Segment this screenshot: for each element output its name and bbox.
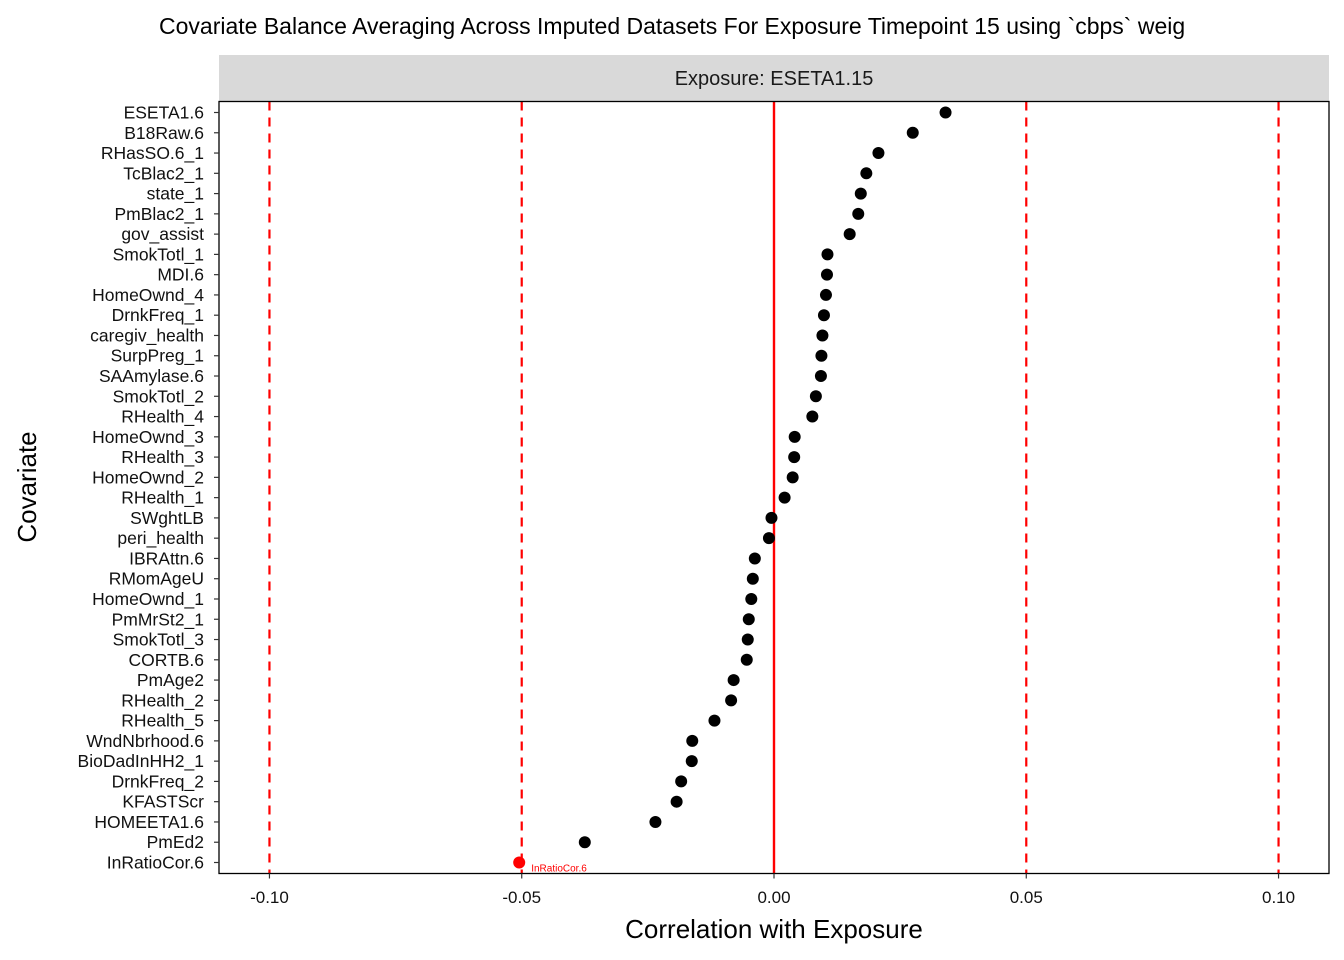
data-point bbox=[745, 592, 758, 605]
y-axis-title: Covariate bbox=[12, 431, 42, 542]
data-point bbox=[820, 268, 833, 281]
x-axis: -0.10 -0.05 0.00 0.05 0.10 bbox=[250, 873, 1295, 907]
y-tick-label: SmokTotl_1 bbox=[113, 244, 204, 265]
x-axis-title: Correlation with Exposure bbox=[625, 914, 923, 944]
data-point bbox=[649, 815, 662, 828]
data-point bbox=[727, 674, 740, 687]
y-tick-label: SAAmylase.6 bbox=[99, 366, 204, 386]
data-points: InRatioCor.6 bbox=[513, 106, 952, 875]
x-tick-label: -0.10 bbox=[250, 888, 289, 907]
data-point bbox=[809, 390, 822, 403]
y-tick-label: SWghtLB bbox=[130, 508, 204, 528]
x-tick-label: 0.10 bbox=[1262, 888, 1295, 907]
y-tick-label: IBRAttn.6 bbox=[129, 548, 204, 568]
reference-lines bbox=[268, 101, 1280, 874]
y-tick-label: SmokTotl_3 bbox=[113, 630, 204, 651]
data-point bbox=[786, 471, 799, 484]
data-point bbox=[725, 694, 738, 707]
data-point bbox=[746, 572, 759, 585]
data-point bbox=[816, 329, 829, 342]
data-point bbox=[819, 288, 832, 301]
y-tick-label: MDI.6 bbox=[157, 265, 204, 285]
data-point bbox=[748, 552, 761, 565]
y-tick-label: PmEd2 bbox=[147, 832, 204, 852]
point-annotation: InRatioCor.6 bbox=[531, 864, 587, 875]
data-point bbox=[686, 734, 699, 747]
data-point bbox=[742, 613, 755, 626]
data-point bbox=[854, 187, 867, 200]
y-tick-label: RMomAgeU bbox=[109, 569, 204, 589]
x-tick-label: -0.05 bbox=[502, 888, 541, 907]
data-point bbox=[765, 511, 778, 524]
data-point bbox=[670, 795, 683, 808]
y-tick-label: KFASTScr bbox=[122, 792, 204, 812]
data-point bbox=[788, 451, 801, 464]
y-tick-label: peri_health bbox=[117, 528, 204, 549]
data-point bbox=[852, 207, 865, 220]
data-point bbox=[778, 491, 791, 504]
y-tick-label: DrnkFreq_1 bbox=[112, 305, 204, 326]
data-point bbox=[939, 106, 952, 119]
facet-label: Exposure: ESETA1.15 bbox=[675, 68, 874, 90]
x-tick-label: 0.00 bbox=[757, 888, 790, 907]
data-point bbox=[817, 309, 830, 322]
data-point bbox=[872, 147, 885, 160]
y-tick-label: HomeOwnd_2 bbox=[92, 467, 204, 488]
data-point bbox=[762, 532, 775, 545]
data-point bbox=[578, 836, 591, 849]
data-point bbox=[806, 410, 819, 423]
y-tick-label: PmAge2 bbox=[137, 670, 204, 690]
y-tick-label: SurpPreg_1 bbox=[111, 346, 204, 367]
y-tick-label: caregiv_health bbox=[90, 325, 204, 346]
y-tick-label: HOMEETA1.6 bbox=[94, 812, 204, 832]
y-tick-label: DrnkFreq_2 bbox=[112, 771, 204, 792]
data-point bbox=[788, 430, 801, 443]
y-tick-label: gov_assist bbox=[121, 224, 204, 245]
y-tick-label: WndNbrhood.6 bbox=[86, 731, 204, 751]
y-tick-label: RHealth_4 bbox=[121, 407, 204, 428]
y-tick-label: SmokTotl_2 bbox=[113, 386, 204, 407]
chart-title: Covariate Balance Averaging Across Imput… bbox=[159, 13, 1185, 39]
data-point bbox=[685, 755, 698, 768]
data-point bbox=[814, 370, 827, 383]
highlighted-point bbox=[513, 856, 526, 869]
y-tick-label: RHealth_2 bbox=[121, 690, 204, 711]
data-point bbox=[843, 228, 856, 241]
data-point bbox=[741, 633, 754, 646]
y-tick-label: RHealth_1 bbox=[121, 488, 204, 509]
y-tick-label: ESETA1.6 bbox=[124, 103, 204, 123]
data-point bbox=[860, 167, 873, 180]
y-tick-label: RHealth_5 bbox=[121, 711, 204, 732]
facet-strip bbox=[219, 55, 1329, 101]
y-tick-label: HomeOwnd_4 bbox=[92, 285, 204, 306]
y-tick-label: CORTB.6 bbox=[128, 650, 204, 670]
y-tick-label: B18Raw.6 bbox=[124, 123, 204, 143]
y-tick-label: HomeOwnd_3 bbox=[92, 427, 204, 448]
y-axis: ESETA1.6B18Raw.6RHasSO.6_1TcBlac2_1state… bbox=[78, 103, 219, 873]
data-point bbox=[815, 349, 828, 362]
y-tick-label: PmBlac2_1 bbox=[115, 204, 205, 225]
y-tick-label: PmMrSt2_1 bbox=[112, 609, 204, 630]
x-tick-label: 0.05 bbox=[1010, 888, 1043, 907]
y-tick-label: BioDadInHH2_1 bbox=[78, 751, 204, 772]
y-tick-label: HomeOwnd_1 bbox=[92, 589, 204, 610]
data-point bbox=[708, 714, 721, 727]
y-tick-label: TcBlac2_1 bbox=[123, 163, 204, 184]
y-tick-label: RHasSO.6_1 bbox=[101, 143, 204, 164]
data-point bbox=[906, 126, 919, 139]
data-point bbox=[740, 653, 753, 666]
y-tick-label: RHealth_3 bbox=[121, 447, 204, 468]
y-tick-label: InRatioCor.6 bbox=[107, 853, 204, 873]
data-point bbox=[821, 248, 834, 261]
data-point bbox=[675, 775, 688, 788]
y-tick-label: state_1 bbox=[147, 184, 204, 205]
